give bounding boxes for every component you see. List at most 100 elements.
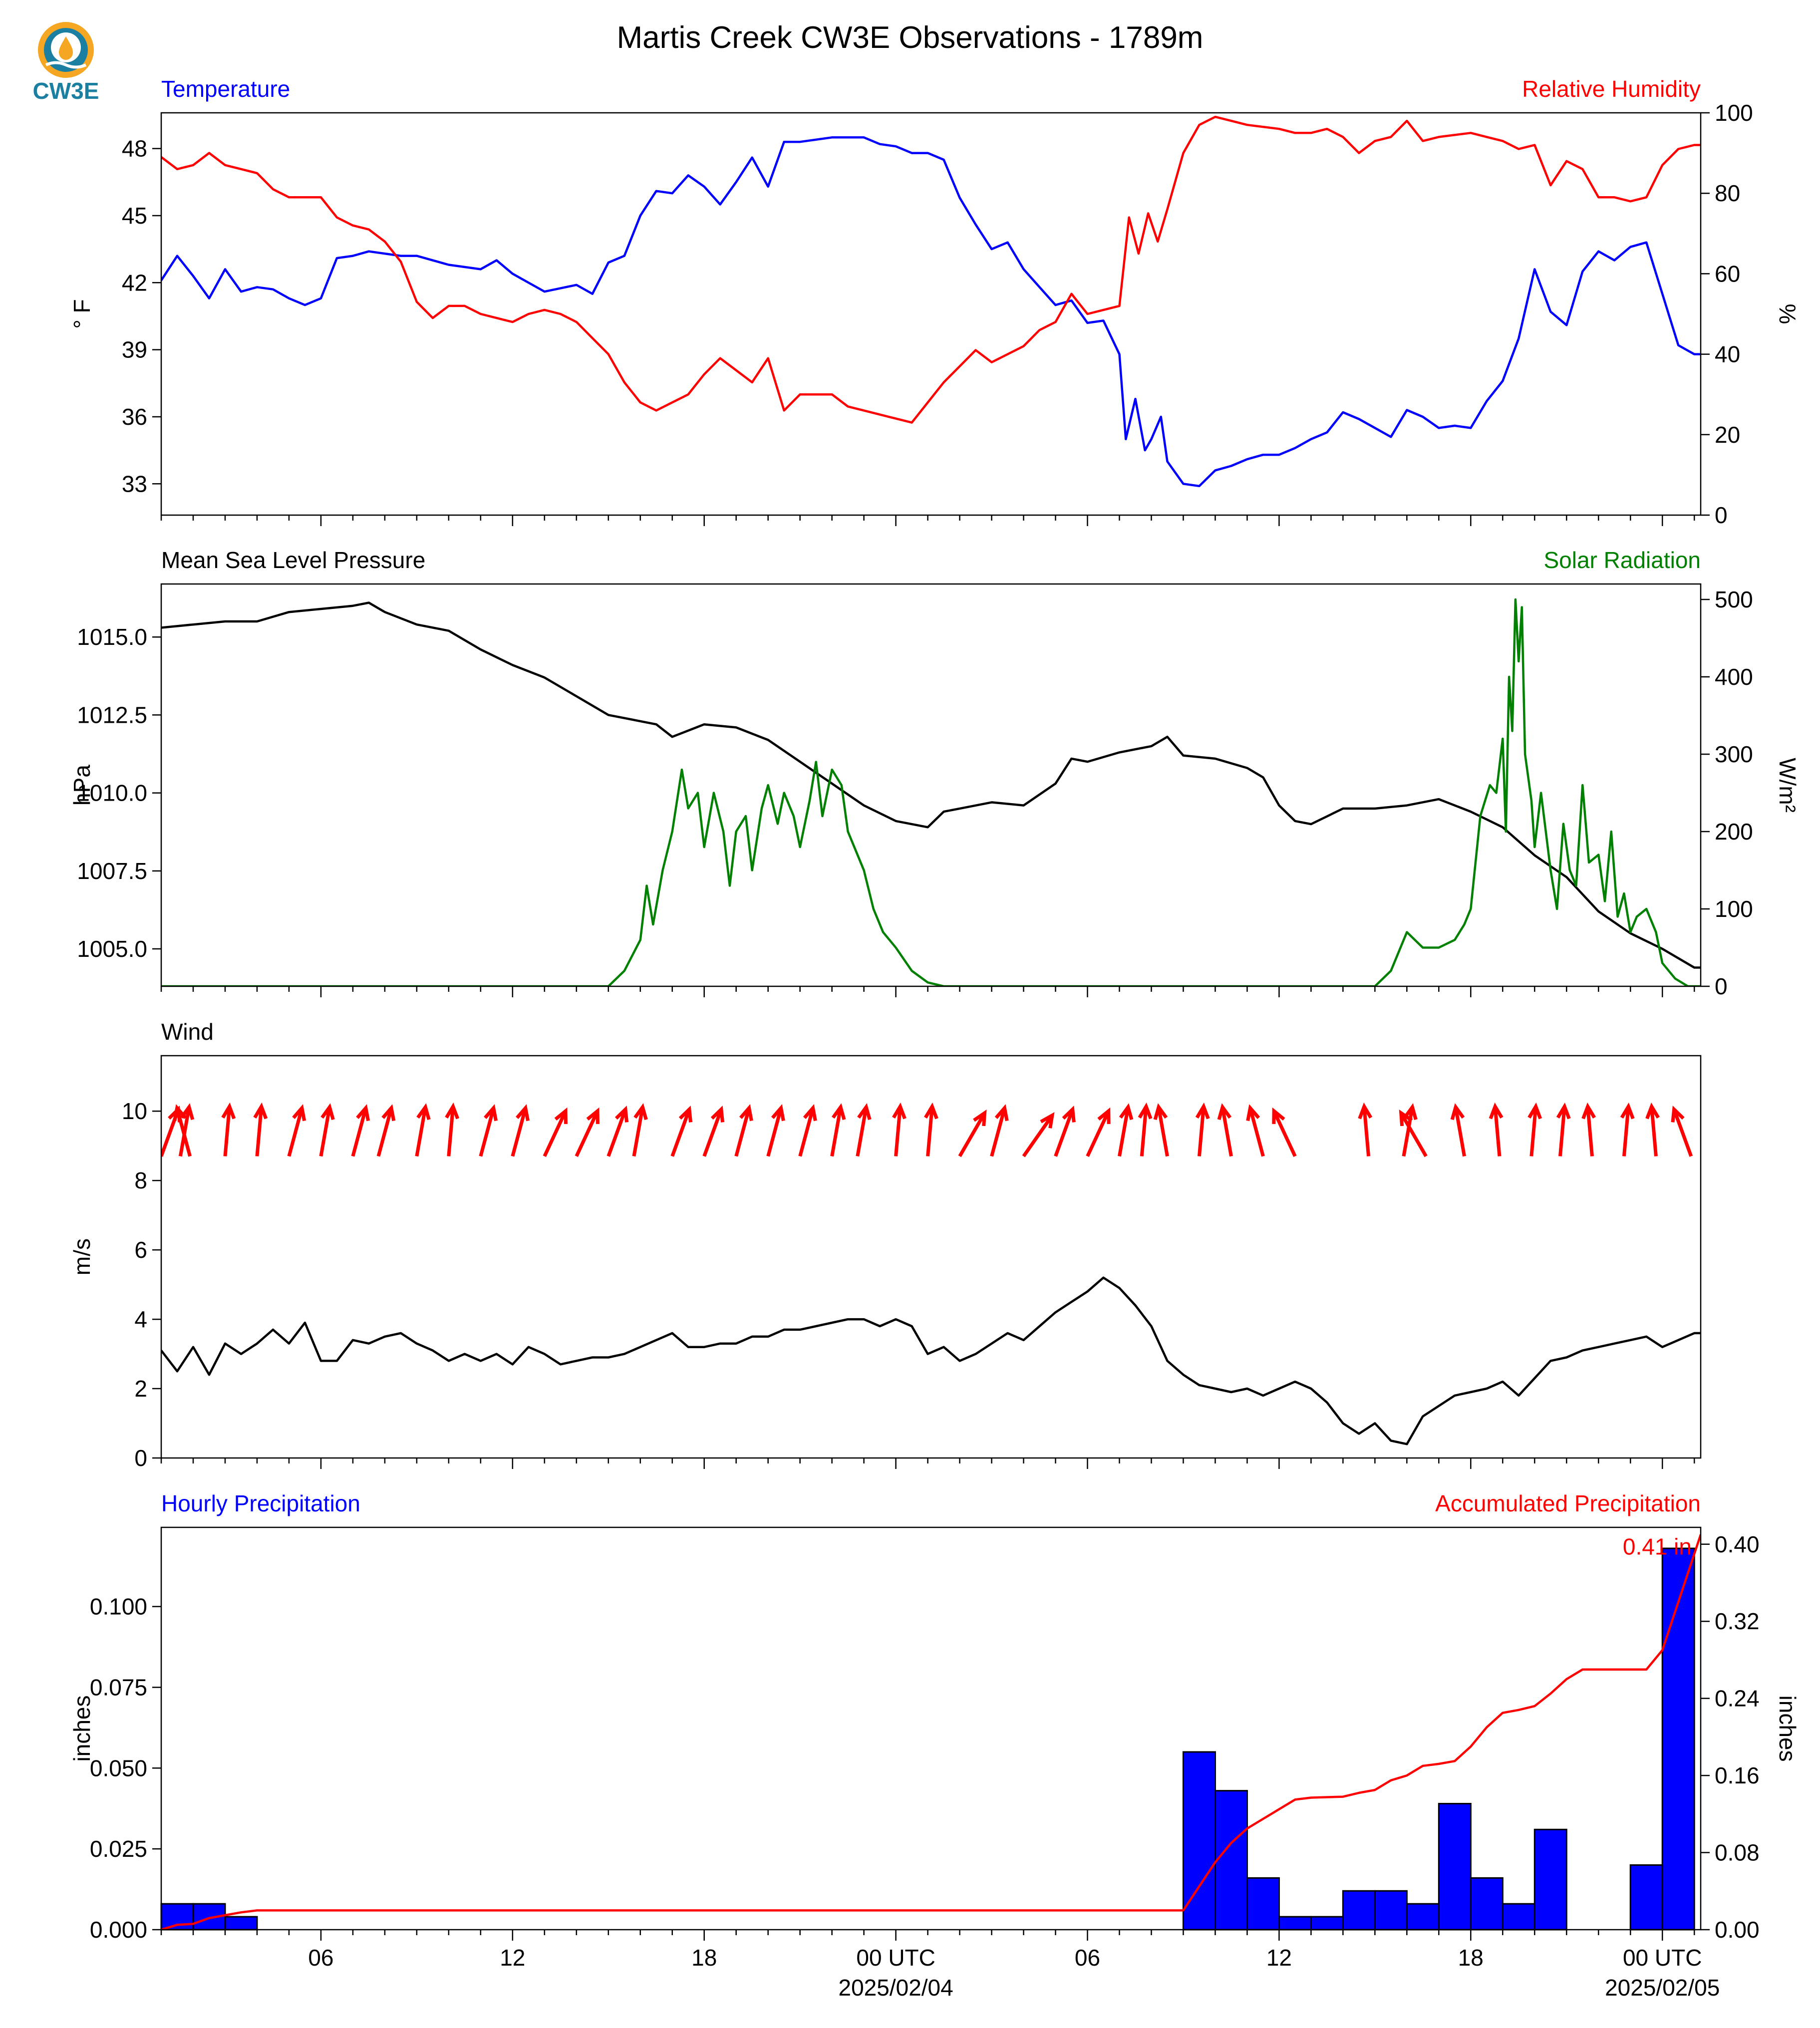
x-tick-label: 12	[1266, 1945, 1292, 1971]
wind-arrow-shaft	[1140, 1106, 1148, 1157]
wind-arrow-shaft	[958, 1112, 986, 1158]
wind-arrow-head	[1062, 1105, 1076, 1123]
wind-arrow-shaft	[1650, 1106, 1658, 1157]
panel-frame	[160, 583, 1702, 987]
wind-arrow-head	[1119, 1103, 1134, 1120]
wind-arrow-shaft	[255, 1106, 264, 1157]
wind-arrow-head	[221, 1102, 236, 1120]
y2-tick-label: 100	[1715, 100, 1753, 126]
wind-arrow-shaft	[1220, 1107, 1233, 1157]
y2-axis-label: W/m²	[1775, 758, 1801, 813]
y2-axis-label: inches	[1775, 1696, 1801, 1762]
wind-arrow-head	[320, 1103, 335, 1120]
wind-arrow-head	[1358, 1102, 1373, 1120]
precip-bar	[224, 1916, 258, 1931]
wind-arrow-head	[1620, 1102, 1635, 1120]
wind-arrow	[830, 1103, 846, 1157]
y-tick-label: 10	[122, 1098, 147, 1124]
y-tick-label: 0.025	[90, 1836, 147, 1862]
precip-bar	[1278, 1916, 1312, 1931]
y2-tick-label: 0.00	[1715, 1917, 1760, 1943]
wind-arrow-head	[1153, 1103, 1168, 1120]
y2-tick-label: 100	[1715, 896, 1753, 922]
wind-arrow	[670, 1105, 693, 1157]
wind-arrow-shaft	[926, 1106, 934, 1157]
wind-arrow-head	[1217, 1103, 1232, 1120]
x-tick-label: 18	[1458, 1945, 1484, 1971]
wind-arrow-head	[614, 1105, 629, 1123]
wind-arrow-shaft	[856, 1107, 868, 1157]
wind-arrow-head	[857, 1103, 872, 1120]
wind-arrow-head	[739, 1104, 753, 1122]
panel-right-title: Accumulated Precipitation	[1435, 1490, 1701, 1516]
panel-frame	[160, 112, 1702, 516]
wind-arrow-head	[173, 1104, 187, 1122]
wind-arrow	[1399, 1109, 1428, 1158]
wind-arrow-shaft	[766, 1108, 783, 1157]
wind-arrow-shaft	[798, 1108, 815, 1157]
accumulated-total-label: 0.41 in	[1623, 1533, 1692, 1559]
wind-arrow	[1645, 1102, 1660, 1157]
y-tick-label: 39	[122, 337, 147, 363]
series-line	[161, 601, 1701, 969]
wind-arrow-shaft	[1362, 1106, 1371, 1157]
y-tick-label: 1012.5	[77, 702, 147, 728]
wind-arrow-head	[1138, 1102, 1153, 1120]
y2-tick-label: 80	[1715, 180, 1740, 206]
wind-arrow	[607, 1105, 629, 1157]
wind-arrow-shaft	[319, 1107, 331, 1157]
wind-arrow-shaft	[1558, 1106, 1566, 1157]
wind-arrow	[376, 1104, 396, 1157]
wind-arrow-head	[1040, 1112, 1055, 1129]
y2-axis-label: %	[1775, 304, 1801, 324]
wind-arrow	[1054, 1105, 1076, 1157]
x-tick-label: 06	[1075, 1945, 1100, 1971]
y-tick-label: 8	[134, 1167, 147, 1193]
wind-arrow	[958, 1109, 987, 1158]
wind-arrow	[1489, 1102, 1504, 1157]
y-tick-label: 36	[122, 404, 147, 430]
cw3e-logo-icon	[38, 22, 94, 78]
wind-arrow-head	[1489, 1102, 1504, 1120]
precip-bar	[1533, 1828, 1567, 1931]
y2-tick-label: 0.08	[1715, 1840, 1760, 1866]
wind-arrow-shaft	[1622, 1106, 1630, 1157]
wind-arrow-shaft	[1493, 1106, 1502, 1157]
y2-tick-label: 40	[1715, 341, 1740, 367]
panel-left-title: Temperature	[161, 76, 290, 102]
wind-arrow	[798, 1104, 817, 1157]
series-line	[161, 115, 1701, 424]
wind-arrow-head	[1645, 1102, 1660, 1120]
wind-arrow-head	[1581, 1102, 1596, 1120]
wind-arrow-shaft	[415, 1107, 427, 1157]
wind-arrow-shaft	[734, 1108, 751, 1157]
panel-frame	[160, 1526, 1702, 1931]
wind-arrow-head	[1671, 1105, 1685, 1123]
wind-arrow-shaft	[830, 1107, 843, 1157]
wind-arrow-shaft	[1118, 1107, 1130, 1157]
y2-tick-label: 500	[1715, 586, 1753, 612]
y2-tick-label: 400	[1715, 664, 1753, 690]
wind-arrow-shaft	[1399, 1112, 1428, 1158]
precip-bar	[1182, 1751, 1216, 1931]
wind-arrow-head	[1195, 1102, 1210, 1120]
wind-arrow-shaft	[1197, 1106, 1206, 1157]
panel-right-title: Solar Radiation	[1543, 547, 1701, 573]
wind-arrow-shaft	[1022, 1114, 1054, 1158]
wind-arrow	[543, 1107, 568, 1157]
wind-arrow-head	[416, 1103, 431, 1120]
panel-left-title: Mean Sea Level Pressure	[161, 547, 425, 573]
wind-arrow	[1217, 1103, 1233, 1157]
wind-arrow-head	[1556, 1102, 1571, 1120]
wind-arrow-head	[484, 1104, 498, 1122]
y-tick-label: 1005.0	[77, 936, 147, 962]
y-tick-label: 33	[122, 471, 147, 497]
wind-arrow-head	[1399, 1109, 1413, 1127]
wind-arrow-shaft	[479, 1108, 496, 1157]
wind-arrow-head	[924, 1102, 938, 1120]
x-tick-label: 18	[691, 1945, 717, 1971]
wind-arrow-head	[1097, 1107, 1111, 1124]
wind-arrow	[892, 1102, 907, 1157]
wind-arrow	[1272, 1107, 1297, 1157]
